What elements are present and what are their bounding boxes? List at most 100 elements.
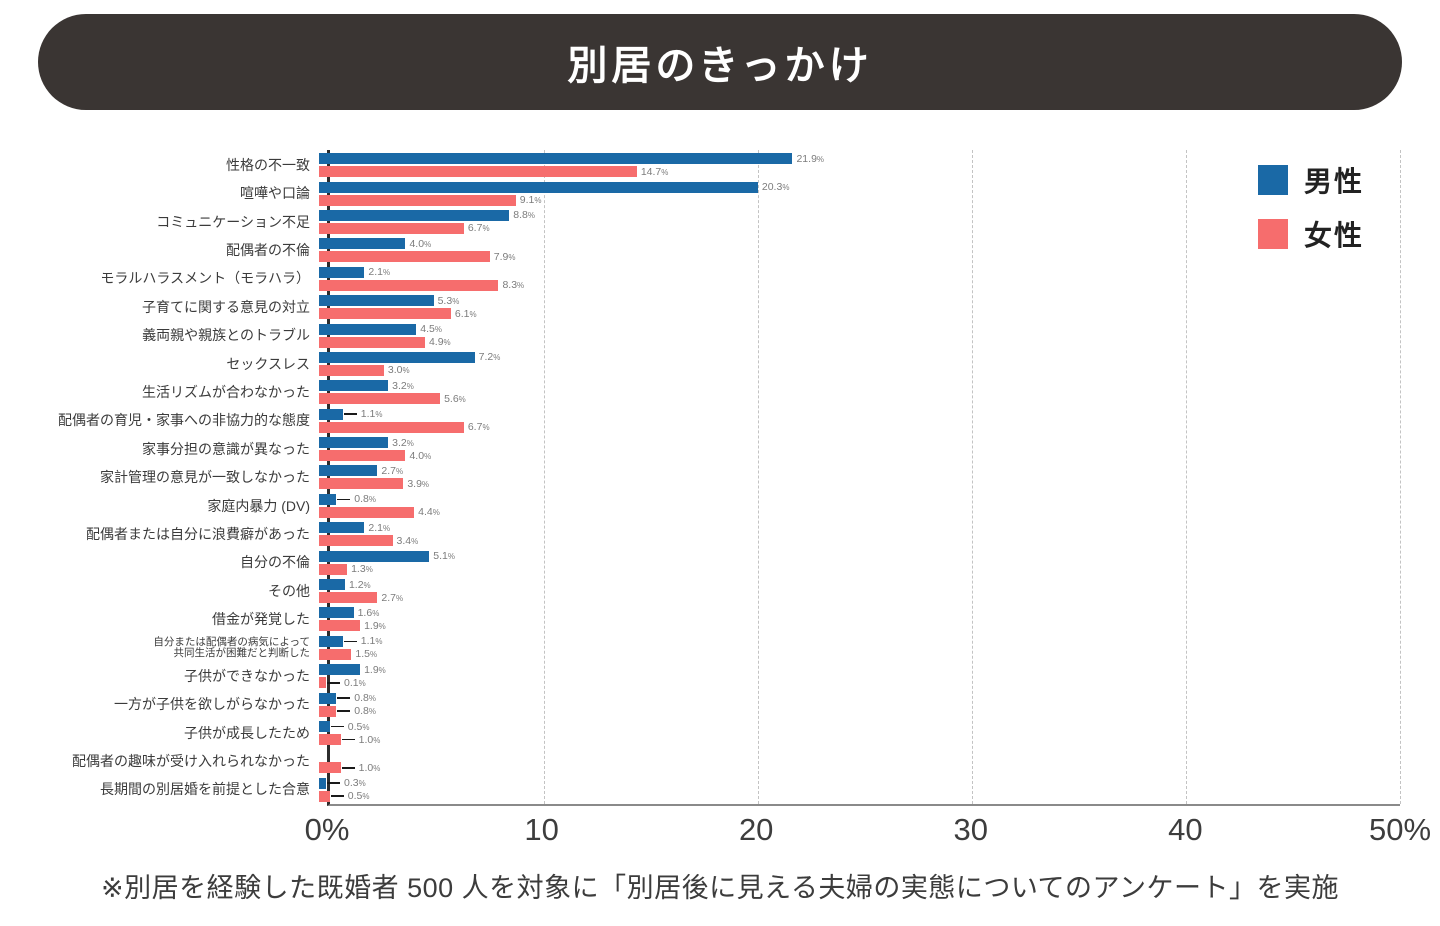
leader-line: [327, 782, 340, 785]
chart-row: 家庭内暴力 (DV) 0.8% 4.4%: [0, 492, 1400, 520]
male-bar: [319, 493, 337, 505]
chart-row: その他 1.2% 2.7%: [0, 577, 1400, 605]
bar-line: 0.5%: [319, 790, 1400, 802]
male-bar: [319, 465, 378, 477]
value-label: 2.1%: [368, 521, 391, 534]
value-label: 2.7%: [381, 591, 404, 604]
chart-row: コミュニケーション不足 8.8% 6.7%: [0, 208, 1400, 236]
bar-line: [319, 749, 1400, 760]
chart-row: 配偶者の不倫 4.0% 7.9%: [0, 236, 1400, 264]
value-label: 7.2%: [478, 351, 501, 364]
bar-line: 0.1%: [319, 677, 1400, 689]
chart-row: 子育てに関する意見の対立 5.3% 6.1%: [0, 293, 1400, 321]
male-bar: [319, 181, 758, 193]
value-label: 8.8%: [513, 209, 535, 222]
chart-row: 喧嘩や口論 20.3% 9.1%: [0, 179, 1400, 207]
x-tick-40: 40: [1168, 812, 1203, 847]
gridline-20: [758, 150, 759, 804]
female-bar: [319, 251, 490, 263]
chart-row: 長期間の別居婚を前提とした合意 0.3% 0.5%: [0, 776, 1400, 804]
female-bar: [319, 166, 637, 178]
category-label: モラルハラスメント（モラハラ）: [100, 270, 310, 287]
value-label: 20.3%: [761, 181, 790, 194]
value-label: 3.4%: [396, 534, 419, 547]
bar-group: 2.1% 8.3%: [319, 265, 1400, 293]
bar-group: 1.2% 2.7%: [319, 577, 1400, 605]
value-label: 4.0%: [409, 449, 432, 462]
bar-line: 4.9%: [319, 336, 1400, 349]
male-bar: [319, 408, 343, 420]
value-label: 9.1%: [519, 194, 542, 207]
bar-line: 0.8%: [319, 692, 1400, 704]
category-label: 家計管理の意見が一致しなかった: [100, 469, 310, 486]
value-label: 0.8%: [354, 705, 377, 718]
female-bar: [319, 620, 361, 632]
bar-line: 3.9%: [319, 478, 1400, 490]
bar-line: 1.2%: [319, 578, 1400, 591]
category-label: 配偶者の育児・家事への非協力的な態度: [58, 412, 310, 429]
value-label: 4.9%: [428, 336, 451, 349]
female-bar: [319, 364, 384, 376]
leader-line: [327, 681, 340, 684]
chart-row: 生活リズムが合わなかった 3.2% 5.6%: [0, 378, 1400, 406]
page-title: 別居のきっかけ: [567, 44, 873, 88]
value-label: 0.8%: [354, 493, 377, 506]
bar-group: 0.5% 1.0%: [319, 719, 1400, 747]
bar-line: 1.1%: [319, 408, 1400, 420]
x-tick-0: 0%: [304, 812, 350, 847]
gridline-40: [1186, 150, 1187, 804]
male-bar: [319, 635, 343, 647]
category-label: 義両親や親族とのトラブル: [142, 327, 310, 344]
male-bar: [319, 266, 365, 278]
bar-line: 1.9%: [319, 664, 1400, 676]
bar-line: 6.7%: [319, 222, 1400, 234]
category-label: 家事分担の意識が異なった: [142, 440, 310, 457]
bar-line: 9.1%: [319, 194, 1400, 207]
bar-line: 7.2%: [319, 351, 1400, 364]
category-label: セックスレス: [226, 355, 310, 372]
bar-group: 0.8% 0.8%: [319, 690, 1400, 718]
value-label: 0.5%: [347, 720, 370, 733]
bar-line: 1.0%: [319, 762, 1400, 774]
chart-row: セックスレス 7.2% 3.0%: [0, 350, 1400, 378]
legend-label-male: 男性: [1304, 166, 1365, 197]
male-bar: [319, 323, 417, 335]
bar-group: 1.1% 1.5%: [319, 634, 1400, 662]
male-bar: [319, 153, 793, 165]
legend-item-female: 女性: [1258, 214, 1364, 254]
title-banner: 別居のきっかけ: [38, 14, 1402, 110]
male-bar: [319, 550, 430, 562]
chart-row: 家計管理の意見が一致しなかった 2.7% 3.9%: [0, 463, 1400, 491]
bar-line: 8.8%: [319, 209, 1400, 222]
bar-line: 3.2%: [319, 380, 1400, 392]
value-label: 1.2%: [348, 578, 371, 591]
bar-group: 1.0%: [319, 747, 1400, 775]
bar-line: 0.8%: [319, 493, 1400, 506]
value-label: 3.2%: [392, 436, 414, 449]
bar-group: 5.1% 1.3%: [319, 548, 1400, 576]
female-bar: [319, 535, 393, 547]
bar-line: 3.4%: [319, 534, 1400, 547]
category-label: 配偶者の趣味が受け入れられなかった: [72, 753, 310, 770]
value-label: 1.3%: [351, 563, 373, 576]
bar-group: 2.1% 3.4%: [319, 520, 1400, 548]
male-bar: [319, 380, 389, 392]
bar-line: 2.7%: [319, 465, 1400, 477]
female-bar: [319, 308, 451, 320]
value-label: 0.3%: [344, 777, 366, 790]
female-bar: [319, 563, 348, 575]
bar-group: 2.7% 3.9%: [319, 463, 1400, 491]
category-label: 子供が成長したため: [184, 724, 310, 741]
chart-row: 配偶者の趣味が受け入れられなかった 1.0%: [0, 747, 1400, 775]
leader-line: [337, 697, 351, 699]
gridline-10: [544, 150, 545, 804]
leader-line: [337, 498, 351, 501]
chart-row: 子供ができなかった 1.9% 0.1%: [0, 662, 1400, 690]
bar-line: 1.5%: [319, 648, 1400, 660]
category-label: 性格の不一致: [226, 156, 310, 173]
bar-group: 5.3% 6.1%: [319, 293, 1400, 321]
value-label: 6.7%: [467, 421, 490, 434]
male-color-swatch: [1258, 165, 1288, 195]
bar-line: 5.6%: [319, 393, 1400, 405]
category-label: 長期間の別居婚を前提とした合意: [100, 781, 310, 798]
